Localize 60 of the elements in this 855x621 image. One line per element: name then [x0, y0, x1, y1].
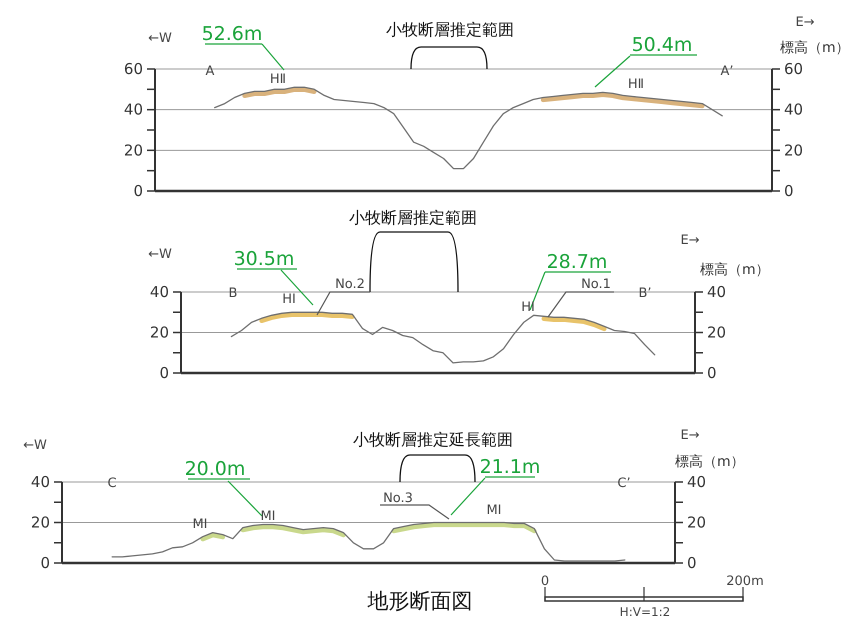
y-tick-label: 60: [124, 60, 143, 78]
text: ←W: [23, 438, 48, 453]
text: 50.4m: [632, 34, 692, 56]
y2-tick-label: 40: [784, 100, 804, 119]
text: 21.1m: [480, 456, 540, 478]
y-tick-label: 0: [133, 182, 143, 200]
y2-tick-label: 0: [707, 364, 717, 382]
chart-title: 小牧断層推定範囲: [386, 20, 514, 39]
y-tick-label: 0: [40, 554, 50, 572]
y2-tick-label: 20: [687, 514, 706, 532]
chart-title: 小牧断層推定範囲: [349, 208, 477, 227]
y2-tick-label: 0: [687, 554, 697, 572]
y2-tick-label: 40: [707, 283, 726, 301]
y-tick-label: 20: [30, 514, 50, 532]
chart-title: 小牧断層推定延長範囲: [353, 430, 513, 449]
text: E→: [680, 428, 700, 443]
text: H:V=1:2: [620, 605, 670, 619]
y2-axis-title: 標高（m）: [700, 262, 770, 278]
y2-tick-label: 40: [687, 473, 706, 491]
text: E→: [795, 15, 815, 30]
y2-tick-label: 60: [784, 60, 804, 78]
text: 20.0m: [184, 458, 246, 480]
annotation: HⅡ: [270, 72, 286, 87]
annotation: MⅠ: [192, 517, 208, 532]
y-tick-label: 40: [124, 100, 143, 119]
text: 30.5m: [234, 248, 294, 270]
annotation: B’: [638, 286, 652, 301]
annotation: MⅠ: [260, 509, 276, 524]
y-tick-label: 40: [150, 283, 169, 301]
y-tick-label: 20: [150, 324, 169, 342]
text: 28.7m: [546, 251, 608, 273]
y2-axis-title: 標高（m）: [780, 40, 850, 56]
line-series: [230, 312, 656, 364]
text: E→: [680, 233, 700, 248]
annotation: B: [228, 286, 238, 301]
line-series: [214, 86, 723, 170]
annotation: HⅠ: [282, 292, 296, 307]
annotation: HⅠ: [521, 300, 535, 315]
annotation: No.1: [581, 277, 611, 292]
annotation: MⅠ: [486, 503, 502, 518]
text: 地形断面図: [366, 589, 472, 613]
y2-tick-label: 20: [784, 141, 804, 160]
y-tick-label: 20: [124, 141, 143, 160]
y-tick-label: 40: [30, 473, 50, 491]
annotation: No.2: [335, 277, 365, 292]
annotation: C’: [617, 476, 631, 491]
annotation: HⅡ: [628, 77, 644, 92]
y-tick-label: 0: [159, 364, 169, 382]
text: 200m: [726, 574, 764, 589]
text: ←W: [148, 247, 172, 262]
y2-tick-label: 0: [784, 182, 794, 200]
y2-axis-title: 標高（m）: [675, 454, 745, 470]
annotation: No.3: [383, 491, 413, 506]
annotation: A’: [720, 64, 734, 79]
y2-tick-label: 20: [707, 324, 726, 342]
annotation: A: [206, 64, 215, 79]
annotation: C: [107, 476, 117, 491]
text: 0: [540, 574, 550, 589]
text: ←W: [148, 31, 172, 46]
text: 52.6m: [202, 23, 262, 45]
